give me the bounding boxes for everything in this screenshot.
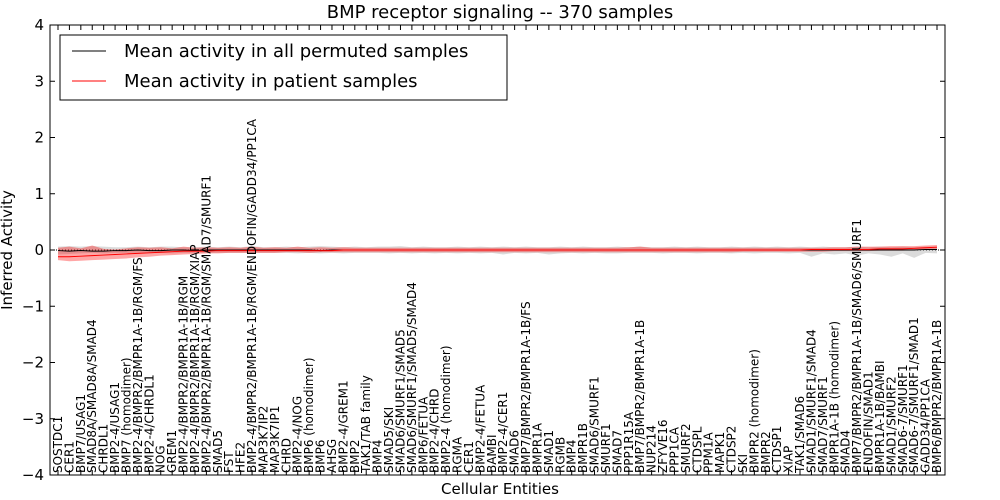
y-axis-label: Inferred Activity (0, 190, 16, 310)
x-tick-label: CTDSP1 (770, 426, 784, 473)
x-tick-label: SMAD1/SMURF2 (884, 376, 898, 473)
x-tick-label: BMP7 (homodimer) (119, 357, 133, 473)
x-tick-label: SMAD1/SMURF1/SMAD4 (804, 329, 818, 473)
x-tick-label: BMP7/BMPR2/BMPR1A-1B (633, 320, 647, 473)
x-tick-label: SMAD6/SMURF1/SMAD5 (393, 329, 407, 473)
x-tick-label: BMP6 (314, 440, 328, 473)
x-tick-label: CTDSP2 (725, 426, 739, 473)
x-tick-label: BMPR1A-1B/BAMBI (873, 360, 887, 473)
x-tick-label: BMP7/USAG1 (74, 394, 88, 473)
x-tick-label: BMP2-4 (homodimer) (439, 345, 453, 473)
x-tick-label: SOSTDC1 (51, 416, 65, 473)
x-tick-label: NUP214 (645, 425, 659, 473)
series-line-2 (58, 246, 938, 258)
x-tick-label: CER1 (62, 441, 76, 473)
x-tick-label: SMAD7 (610, 430, 624, 473)
x-tick-label: BMP2 (348, 440, 362, 473)
chart-title: BMP receptor signaling -- 370 samples (327, 2, 674, 23)
x-tick-label: CHRD (279, 438, 293, 473)
x-tick-label: SMURF1 (599, 423, 613, 473)
x-tick-label: MAPK1 (713, 432, 727, 473)
x-tick-label: BMP2-4/BMPR2/BMPR1A-1B/RGM/SMAD7/SMURF1 (199, 175, 213, 473)
x-tick-label: BMP7/BMPR2/BMPR1A-1B/FS (519, 301, 533, 473)
x-tick-label: BMP2-4/USAG1 (108, 382, 122, 473)
series-band-2 (58, 244, 937, 262)
y-tick-label: −1 (22, 297, 44, 315)
x-tick-label: SMURF2 (679, 423, 693, 473)
x-axis-label: Cellular Entities (441, 480, 559, 498)
x-tick-label: BMP6/FETUA (416, 396, 430, 473)
series-band-1 (58, 246, 937, 258)
x-tick-label: MAP3K7IP2 (256, 406, 270, 473)
x-tick-label: GADD34/PP1CA (919, 378, 933, 473)
x-tick-label: PPP1R15A (622, 411, 636, 473)
x-tick-label: BMP2-4/BMPR2/BMPR1A-1B/RGM/XIAP (188, 244, 202, 473)
x-tick-label: SMAD6/SMURF1 (588, 376, 602, 473)
y-tick-label: −3 (22, 410, 44, 428)
y-tick-label: −4 (22, 466, 44, 484)
x-tick-label: BMP6/BMPR2/BMPR1A-1B (930, 320, 944, 473)
x-tick-label: RGMB (553, 437, 567, 473)
x-tick-label: RGMA (451, 436, 465, 473)
x-tick-label: SMAD6-7/SMURF1/SMAD1 (907, 317, 921, 473)
x-tick-label: HFE2 (234, 442, 248, 473)
y-tick-label: 1 (34, 185, 44, 203)
x-tick-label: SMAD6/SMURF1/SMAD5/SMAD4 (405, 282, 419, 473)
x-tick-label: NOG (154, 445, 168, 473)
x-tick-label: BMPR2 (homodimer) (747, 349, 761, 473)
y-tick-label: 4 (34, 16, 44, 34)
x-tick-label: TAK1/TAB family (359, 375, 373, 474)
x-tick-label: BMP2-4/BMPR2/BMPR1A-1B/RGM/FS (131, 257, 145, 473)
y-tick-label: −2 (22, 354, 44, 372)
x-tick-label: FST (222, 451, 236, 473)
x-tick-label: BMPR1A (530, 422, 544, 473)
x-tick-label: SMAD7/SMURF1 (816, 376, 830, 473)
x-tick-label: XIAP (782, 446, 796, 473)
x-tick-label: MAP3K7IP1 (268, 406, 282, 473)
y-tick-label: 0 (34, 241, 44, 259)
x-tick-label: BMP6 (homodimer) (302, 357, 316, 473)
y-tick-label: 2 (34, 129, 44, 147)
legend-box (59, 34, 508, 101)
x-tick-label: GREM1 (165, 430, 179, 473)
x-tick-label: SMAD8A/SMAD8A/SMAD4 (85, 319, 99, 473)
x-tick-label: CHRDL1 (97, 424, 111, 473)
x-tick-label: BMP2-4/BMPR2/BMPR1A-1B/RGM/ENDOFIN/GADD3… (245, 118, 259, 473)
x-tick-label: CER1 (462, 441, 476, 473)
plot-area: −4−3−2−101234SOSTDC1CER1BMP7/USAG1SMAD8A… (22, 16, 946, 484)
x-tick-label: SMAD5/SKI (382, 407, 396, 473)
x-tick-label: BMP4 (371, 440, 385, 473)
x-tick-label: PPM1A (702, 432, 716, 473)
x-tick-label: SMAD6 (508, 430, 522, 473)
x-tick-label: BMP2-4/FETUA (473, 384, 487, 473)
x-tick-label: BMP2-4/CHRDL1 (142, 374, 156, 473)
x-tick-label: AHSG (325, 439, 339, 473)
x-tick-label: CTDSPL (690, 426, 704, 473)
y-tick-label: 3 (34, 72, 44, 90)
x-tick-label: BMP7/BMPR2/BMPR1A-1B/SMAD6/SMURF1 (850, 219, 864, 473)
x-tick-label: SMAD4 (839, 430, 853, 473)
x-tick-label: ENDOFIN/SMAD1 (862, 371, 876, 473)
x-tick-label: BMP4 (565, 440, 579, 473)
x-tick-label: PPP1CA (667, 426, 681, 473)
x-tick-label: SKI (736, 454, 750, 473)
x-tick-label: SMAD6-7/SMURF1 (896, 364, 910, 473)
x-tick-label: BAMBI (485, 434, 499, 473)
x-tick-label: BMP2-4/BMPR2/BMPR1A-1B/RGM (177, 276, 191, 473)
x-tick-label: BMPR1A-1B (homodimer) (827, 321, 841, 473)
legend: Mean activity in all permuted samples Mea… (59, 34, 508, 101)
x-tick-label: BMPR1B (576, 423, 590, 473)
x-tick-label: BMP2-4/CHRD (428, 389, 442, 473)
x-tick-label: BMP2-4/CER1 (496, 392, 510, 473)
legend-label-1: Mean activity in all permuted samples (124, 41, 468, 62)
x-tick-label: BMP2-4/NOG (291, 396, 305, 473)
legend-label-2: Mean activity in patient samples (124, 71, 418, 92)
x-tick-label: ZFYVE16 (656, 419, 670, 473)
x-tick-label: BMP2-4/GREM1 (336, 380, 350, 473)
x-tick-label: SMAD5 (211, 430, 225, 473)
x-tick-label: SMAD1 (542, 430, 556, 473)
x-tick-label: TAK1/SMAD6 (793, 396, 807, 474)
x-tick-label: BMPR2 (759, 431, 773, 473)
